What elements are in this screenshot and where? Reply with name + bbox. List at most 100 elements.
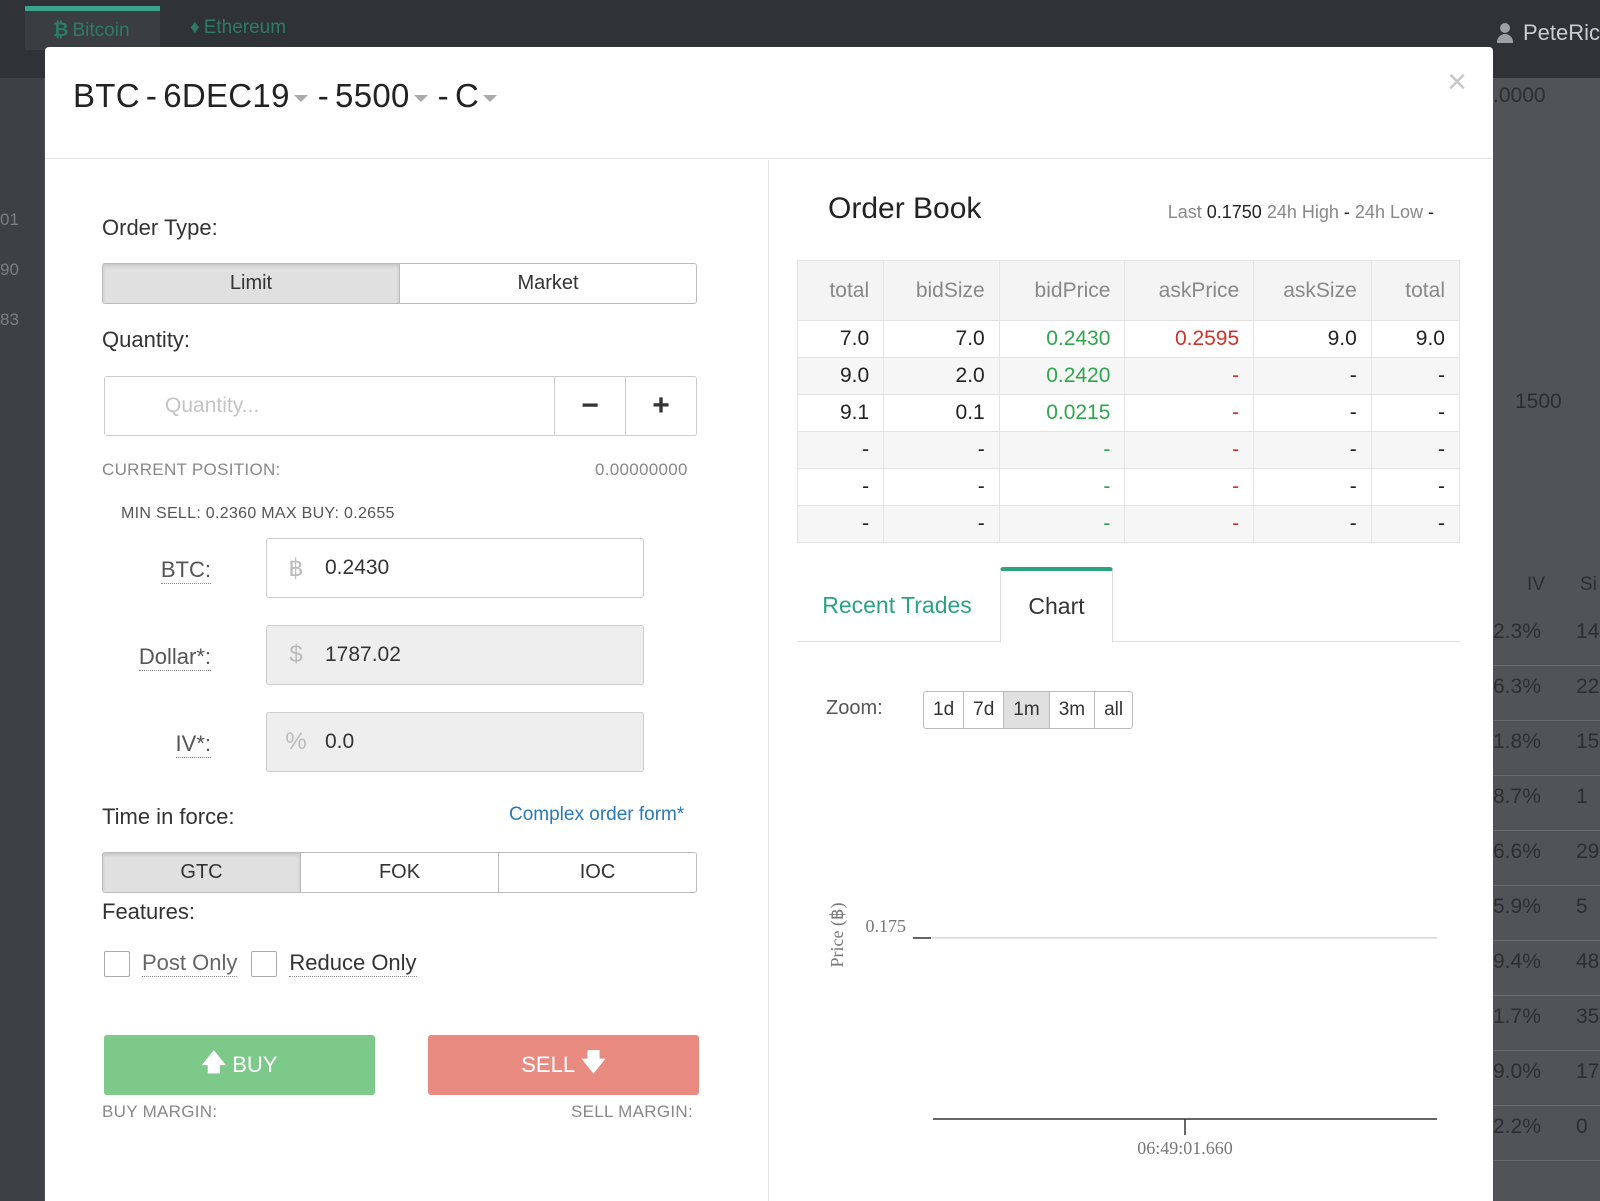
dollar-label: Dollar*:	[138, 644, 211, 671]
zoom-7d[interactable]: 7d	[964, 692, 1005, 728]
bg-row-divider	[1493, 995, 1600, 996]
current-position-value: 0.00000000	[595, 460, 688, 479]
bg-number: 90	[0, 260, 19, 279]
post-only-checkbox[interactable]	[104, 950, 130, 977]
low-value: -	[1428, 202, 1434, 222]
cell-total-ask: -	[1370, 505, 1461, 543]
cell-total-ask: -	[1370, 357, 1461, 395]
plus-button[interactable]: +	[625, 377, 696, 435]
cell-bid-price: -	[998, 505, 1126, 543]
order-book-row[interactable]: ------	[796, 431, 1461, 469]
market-stats: Last 0.1750 24h High - 24h Low -	[1167, 202, 1434, 222]
bg-iv-cell: 1.8%	[1493, 730, 1541, 753]
bg-col-si: Si	[1580, 574, 1597, 595]
cell-ask-price: -	[1124, 357, 1255, 395]
bg-iv-cell: 9.4%	[1493, 950, 1541, 973]
asset-label: BTC	[73, 77, 140, 114]
cell-ask-size: -	[1253, 394, 1372, 432]
order-book-row[interactable]: 7.0 7.0 0.2430 0.2595 9.0 9.0	[796, 320, 1461, 358]
cell-bid-price: 0.2430	[998, 320, 1126, 358]
iv-label: IV*:	[175, 731, 211, 758]
instrument-title: BTC - 6DEC19 - 5500 - C	[73, 77, 501, 115]
bg-select[interactable]: 1500	[1515, 390, 1562, 413]
order-type-limit[interactable]: Limit	[103, 264, 400, 303]
btc-label: BTC:	[160, 557, 211, 584]
sell-button[interactable]: SELL 🡇	[428, 1035, 699, 1095]
order-type-market[interactable]: Market	[400, 264, 696, 303]
tab-recent-trades[interactable]: Recent Trades	[822, 591, 972, 618]
col-ask-price: askPrice	[1124, 260, 1255, 321]
btc-price-field[interactable]: ฿ 0.2430	[266, 538, 644, 598]
bg-row-divider	[1493, 775, 1600, 776]
time-in-force-toggle: GTC FOK IOC	[102, 852, 697, 893]
tab-bitcoin[interactable]: ₿ Bitcoin	[25, 6, 160, 50]
reduce-only-label[interactable]: Reduce Only	[289, 950, 417, 977]
order-type-toggle: Limit Market	[102, 263, 697, 304]
order-book-title: Order Book	[828, 192, 982, 225]
dollar-price-value: 1787.02	[325, 643, 401, 666]
order-book-row[interactable]: ------	[796, 505, 1461, 543]
user-menu[interactable]: PeteRic	[1496, 20, 1600, 46]
column-divider	[768, 160, 769, 1201]
cell-total-bid: 7.0	[796, 320, 885, 358]
bg-si-cell: 35	[1576, 1005, 1600, 1028]
order-book-row[interactable]: ------	[796, 468, 1461, 506]
order-book-row[interactable]: 9.0 2.0 0.2420- - -	[796, 357, 1461, 395]
bg-iv-cell: 6.3%	[1493, 675, 1541, 698]
cell-bid-size: -	[883, 468, 1000, 506]
tab-chart[interactable]: Chart	[1000, 567, 1113, 643]
tif-gtc[interactable]: GTC	[103, 853, 301, 892]
bg-iv-cell: 1.7%	[1493, 1005, 1541, 1028]
col-ask-size: askSize	[1253, 260, 1372, 321]
complex-order-link[interactable]: Complex order form*	[509, 804, 685, 825]
zoom-label: Zoom:	[826, 697, 883, 719]
percent-icon: %	[285, 728, 307, 755]
zoom-3m[interactable]: 3m	[1050, 692, 1096, 728]
bg-row-divider	[1493, 1050, 1600, 1051]
cell-total-ask: -	[1370, 431, 1461, 469]
cell-ask-size: -	[1253, 505, 1372, 543]
option-type-select[interactable]: C	[455, 77, 501, 115]
order-type-label: Order Type:	[102, 215, 218, 240]
quantity-label: Quantity:	[102, 327, 191, 352]
cell-bid-size: 7.0	[883, 320, 1000, 358]
order-book-row[interactable]: 9.1 0.1 0.0215- - -	[796, 394, 1461, 432]
bg-number: 83	[0, 310, 19, 329]
dollar-price-field[interactable]: $ 1787.02	[266, 625, 644, 685]
close-icon[interactable]: ×	[1447, 63, 1467, 101]
chart-ylabel: Price (฿)	[827, 903, 848, 968]
buy-button[interactable]: 🡅 BUY	[104, 1035, 375, 1095]
zoom-all[interactable]: all	[1104, 699, 1124, 720]
col-total-ask: total	[1370, 260, 1461, 321]
cell-bid-price: -	[998, 431, 1126, 469]
cell-total-bid: 9.0	[796, 357, 885, 395]
bitcoin-icon: ฿	[288, 554, 304, 582]
tif-ioc[interactable]: IOC	[499, 853, 696, 892]
zoom-1m[interactable]: 1m	[1004, 692, 1050, 728]
ethereum-icon: ♦	[190, 17, 200, 38]
bg-row-divider	[1493, 1105, 1600, 1106]
bg-iv-cell: 6.6%	[1493, 840, 1541, 863]
reduce-only-checkbox[interactable]	[251, 950, 278, 977]
quantity-input[interactable]	[105, 377, 554, 435]
cell-ask-size: -	[1253, 357, 1372, 395]
time-in-force-label: Time in force:	[102, 804, 235, 829]
bg-value: .0000	[1493, 84, 1546, 107]
iv-field[interactable]: % 0.0	[266, 712, 644, 772]
quantity-stepper: − +	[104, 376, 697, 436]
expiry-select[interactable]: 6DEC19	[163, 77, 312, 115]
zoom-selector: 1d 7d 1m 3m all	[923, 691, 1134, 729]
features-row: Post Only Reduce Only	[104, 950, 431, 977]
strike-select[interactable]: 5500	[335, 77, 432, 115]
tif-fok[interactable]: FOK	[301, 853, 499, 892]
y-tick-label: 0.175	[866, 916, 907, 936]
features-label: Features:	[102, 899, 195, 924]
tab-ethereum[interactable]: ♦ Ethereum	[190, 17, 287, 38]
sell-margin-label: SELL MARGIN:	[571, 1102, 694, 1121]
minus-button[interactable]: −	[554, 377, 625, 435]
post-only-label[interactable]: Post Only	[142, 950, 238, 977]
zoom-1d[interactable]: 1d	[924, 692, 965, 728]
background-left-panel: 01 90 83	[0, 78, 44, 1201]
col-total-bid: total	[796, 260, 885, 321]
cell-ask-price: -	[1124, 394, 1255, 432]
